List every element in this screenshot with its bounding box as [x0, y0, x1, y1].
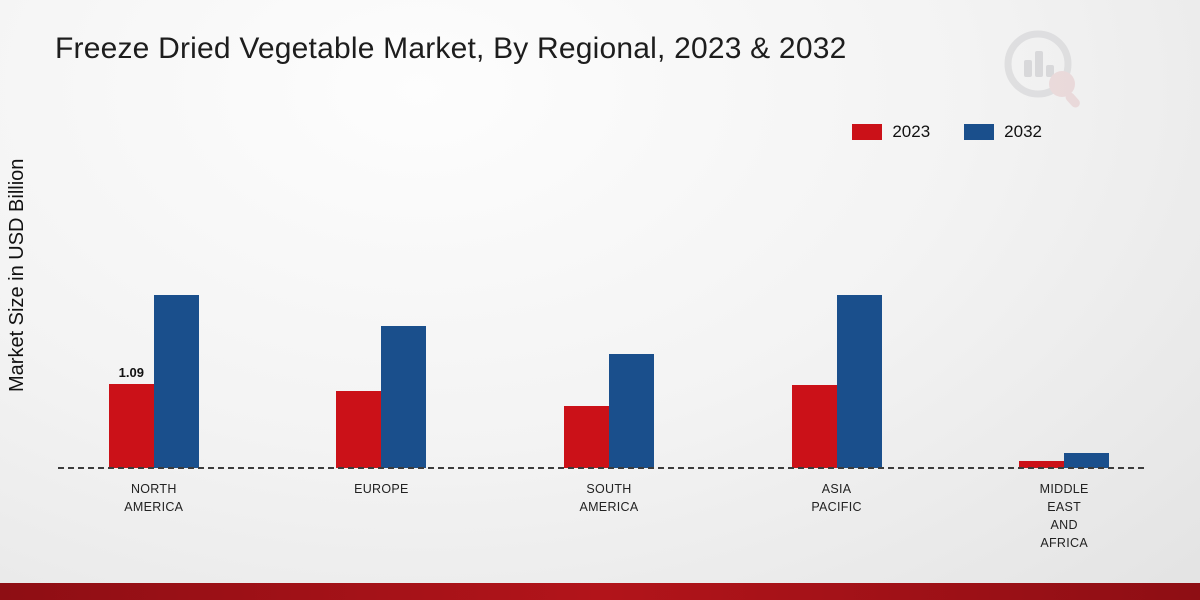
bar-value-label: 1.09	[118, 365, 144, 380]
legend-swatch-2032	[964, 124, 995, 140]
category-label-south-america: SOUTH AMERICA	[579, 482, 639, 515]
legend: 2023 2032	[852, 122, 1042, 142]
bar-group-europe	[268, 268, 496, 468]
bar-2023-south-america	[563, 406, 609, 468]
bar-2023-middle-east-and-africa	[1019, 461, 1065, 468]
bar-group-south-america	[495, 268, 723, 468]
bar-group-north-america: 1.09	[40, 268, 268, 468]
bar-2023-north-america: 1.09	[108, 365, 154, 468]
category-label-asia-pacific: ASIA PACIFIC	[811, 482, 862, 515]
legend-label-2032: 2032	[1004, 122, 1042, 141]
category-label-north-america: NORTH AMERICA	[124, 482, 184, 515]
x-axis-baseline	[58, 467, 1144, 469]
category-label-middle-east-and-africa: MIDDLE EAST AND AFRICA	[1039, 482, 1089, 551]
chart-title: Freeze Dried Vegetable Market, By Region…	[55, 32, 847, 65]
bar-group-asia-pacific	[723, 268, 951, 468]
bar-2023-asia-pacific	[791, 385, 837, 468]
bottom-accent-strip	[0, 583, 1200, 600]
bar-2032-europe	[381, 326, 427, 468]
plot-area: 1.09	[40, 268, 1178, 468]
category-labels: NORTH AMERICA EUROPE SOUTH AMERICA ASIA PACIFI…	[40, 480, 1178, 553]
bar-2032-south-america	[608, 354, 654, 468]
chart-magnifier-logo-icon	[1004, 30, 1080, 108]
category-label-europe: EUROPE	[354, 482, 409, 496]
brand-logo	[996, 22, 1088, 119]
legend-item-2023: 2023	[852, 122, 930, 142]
legend-label-2023: 2023	[892, 122, 931, 141]
legend-swatch-2023	[852, 124, 883, 140]
bar-2032-north-america	[153, 295, 199, 468]
legend-item-2032: 2032	[964, 122, 1042, 142]
bar-2032-middle-east-and-africa	[1064, 453, 1110, 468]
bar-2023-europe	[336, 391, 382, 468]
y-axis-label: Market Size in USD Billion	[6, 158, 28, 392]
bar-2032-asia-pacific	[836, 295, 882, 468]
bar-group-middle-east-and-africa	[950, 268, 1178, 468]
